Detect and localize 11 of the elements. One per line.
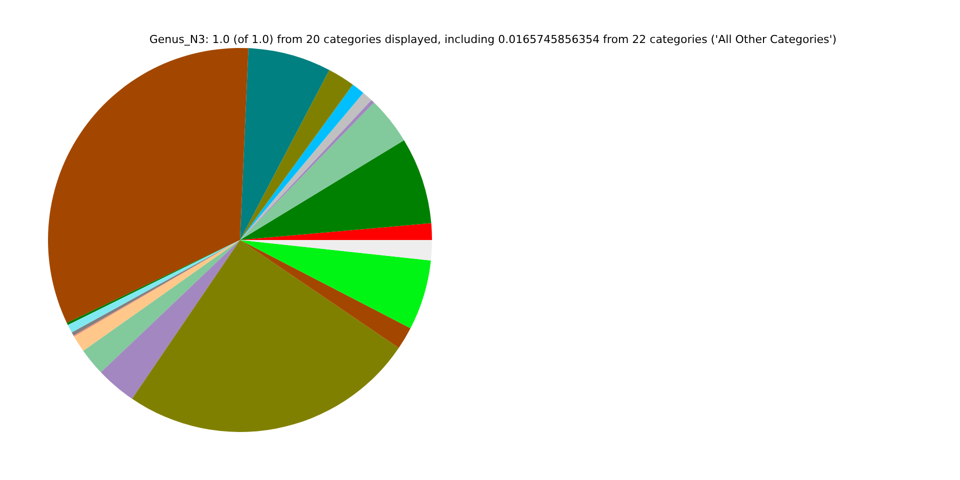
pie-slice (240, 223, 432, 240)
pie-slice (48, 48, 248, 323)
pie-slice (240, 240, 432, 260)
pie-slice (240, 140, 432, 240)
text: Genus_N3: 1.0 (of 1.0) from 20 categories displayed, including 0.0165745856354 from 22 categories ('All Other Categories') (149, 33, 837, 46)
pie-slice (240, 240, 411, 348)
pie-slice (83, 240, 240, 372)
pie-slice (100, 240, 240, 399)
pie-slice (240, 48, 330, 240)
pie-slice (240, 102, 404, 240)
pie-slice (240, 240, 431, 328)
